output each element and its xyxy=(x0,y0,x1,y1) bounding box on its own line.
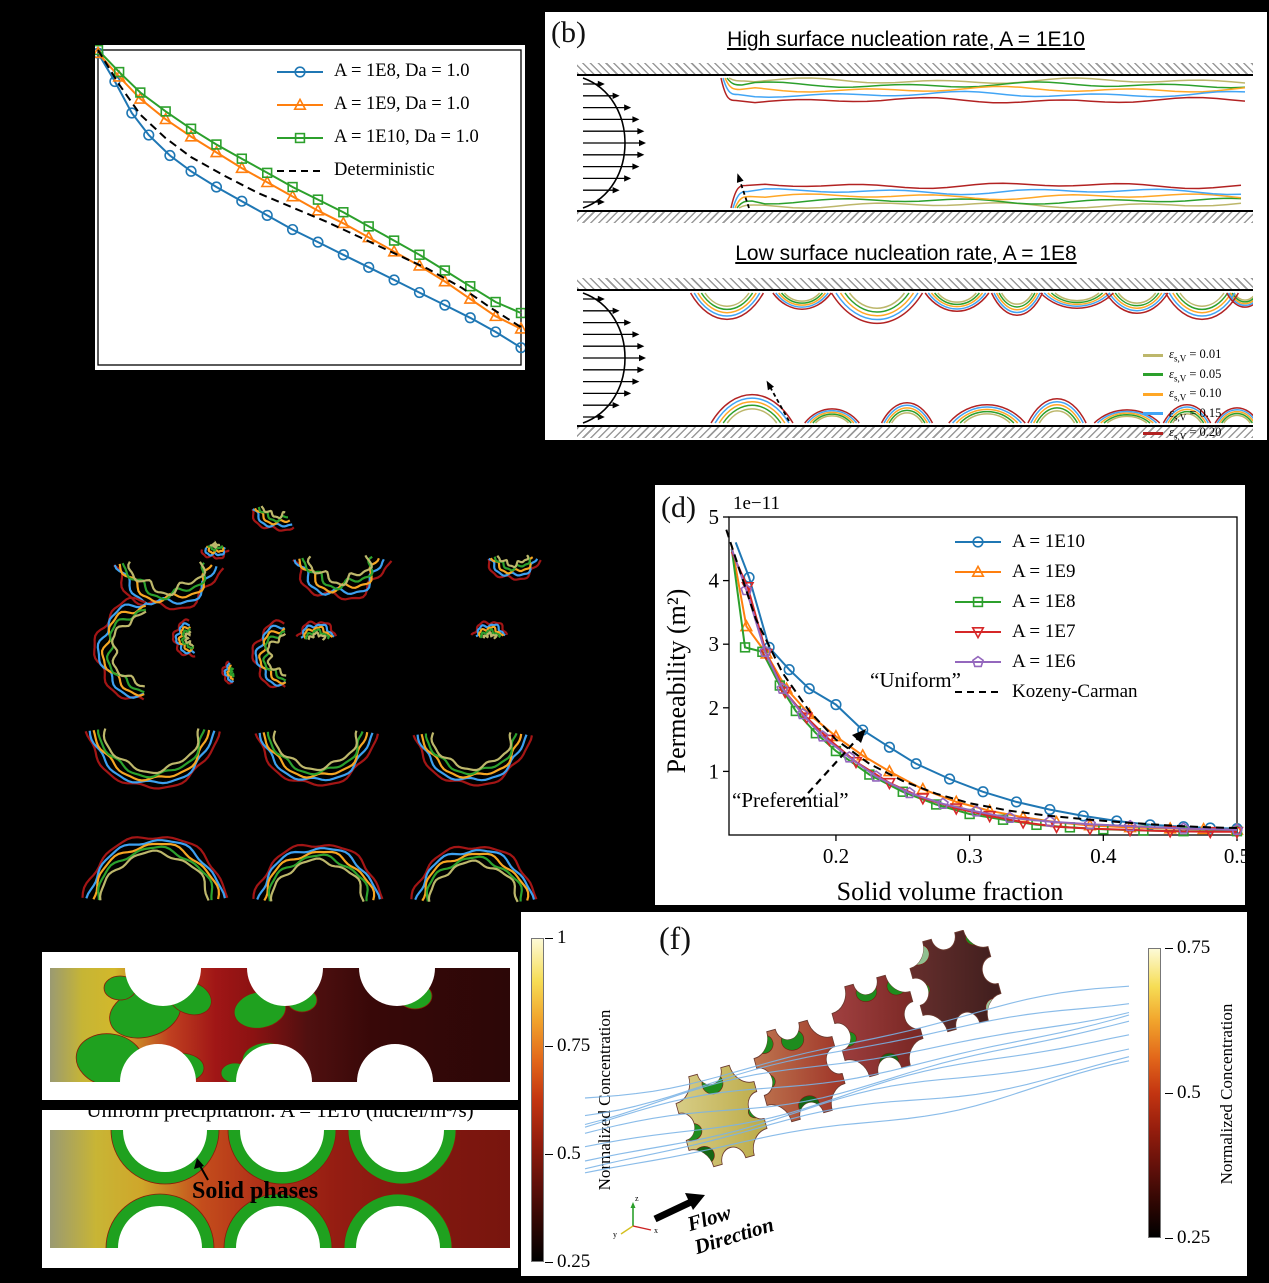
svg-text:0.4: 0.4 xyxy=(1090,844,1117,868)
colorbar-f-tick: 0.75 xyxy=(1165,937,1210,959)
colorbar-e-tick: 0.25 xyxy=(545,1251,590,1273)
svg-text:x: x xyxy=(654,1226,658,1235)
uniform-caption: Uniform precipitation: A = 1E10 (nuclei/… xyxy=(86,1110,474,1122)
heatmap-uniform xyxy=(50,1130,510,1248)
panel-d-label: (d) xyxy=(661,491,696,524)
contour-color-swatch xyxy=(1143,373,1163,377)
contour-color-swatch xyxy=(1143,412,1163,416)
colorbar-f-tick: 0.25 xyxy=(1165,1227,1210,1249)
panel-e-uniform-box: Uniform precipitation: A = 1E10 (nuclei/… xyxy=(42,1110,518,1268)
contour-legend-item: εs,V = 0.01 xyxy=(1143,347,1221,364)
streamline xyxy=(584,1048,1130,1162)
contour-legend-item: εs,V = 0.05 xyxy=(1143,367,1221,383)
uniform-arrow xyxy=(799,736,860,803)
colorbar-e-gradient xyxy=(531,938,544,1262)
svg-text:0.3: 0.3 xyxy=(957,844,983,868)
contour-legend-item: εs,V = 0.15 xyxy=(1143,406,1221,422)
contour-color-swatch xyxy=(1143,392,1163,396)
wall-hatching-top xyxy=(577,63,1253,74)
panel-e-preferential-box xyxy=(42,952,518,1100)
panel-a-chart xyxy=(91,44,528,366)
panel-b-title-high: High surface nucleation rate, A = 1E10 xyxy=(727,28,1085,51)
channel-interior xyxy=(577,74,1253,212)
streamline xyxy=(584,1020,1130,1134)
streamline xyxy=(584,1014,1130,1128)
panel-f-3d-view: z x y xyxy=(584,930,1130,1239)
panel-a: A = 1E8, Da = 1.0 A = 1E9, Da = 1.0 A = 1E… xyxy=(91,44,528,370)
colorbar-e-tick: 0.5 xyxy=(545,1143,581,1165)
streamline xyxy=(584,1011,1130,1126)
colorbar-f-title: Normalized Concentration xyxy=(1217,1003,1236,1185)
x-axis xyxy=(632,1225,652,1231)
heatmap-preferential-overlay xyxy=(75,968,435,1082)
svg-text:y: y xyxy=(613,1230,617,1239)
streamline xyxy=(584,985,1130,1099)
x-axis-label: Solid volume fraction xyxy=(836,877,1064,906)
svg-text:5: 5 xyxy=(709,509,720,529)
contour-level-legend: εs,V = 0.01 εs,V = 0.05 εs,V = 0.10 εs,V… xyxy=(1143,347,1221,445)
panel-f-label: (f) xyxy=(659,920,691,956)
panel-b-label: (b) xyxy=(551,16,586,49)
channel-high-nucleation xyxy=(577,63,1253,223)
contour-color-swatch xyxy=(1143,353,1163,357)
panel-b-title-low: Low surface nucleation rate, A = 1E8 xyxy=(735,242,1077,265)
panel-d: (d) 1e−11 Permeability (m²) 0.2 0.3 0.4 0.5… xyxy=(655,485,1246,906)
colorbar-e-tick: 1 xyxy=(545,927,567,949)
porous-slice xyxy=(903,930,1008,1038)
wall-hatching-bottom xyxy=(577,212,1253,223)
svg-text:z: z xyxy=(635,1194,639,1203)
annotation-uniform: “Uniform” xyxy=(870,668,961,692)
colorbar-f-gradient xyxy=(1148,948,1161,1238)
svg-text:1: 1 xyxy=(709,759,720,783)
colorbar-e-tick: 0.75 xyxy=(545,1035,590,1057)
svg-text:4: 4 xyxy=(709,569,720,593)
wall-hatching-bottom xyxy=(577,427,1253,438)
contour-color-swatch xyxy=(1143,431,1163,435)
streamline xyxy=(584,1056,1130,1170)
y-axis xyxy=(620,1225,634,1235)
panel-f: 1 0.75 0.5 0.25 Normalized Concentration… xyxy=(521,912,1247,1276)
flow-arrow xyxy=(653,1198,693,1223)
channel-low-nucleation: εs,V = 0.01 εs,V = 0.05 εs,V = 0.10 εs,V… xyxy=(577,278,1253,442)
channel-low-svg xyxy=(582,292,1253,424)
channel-high-svg xyxy=(582,77,1246,209)
heatmap-uniform-overlay xyxy=(105,1130,457,1248)
panel-b: (b) High surface nucleation rate, A = 1E… xyxy=(545,12,1267,442)
axis-offset-label: 1e−11 xyxy=(733,493,780,514)
streamline xyxy=(584,1034,1130,1148)
svg-text:0.2: 0.2 xyxy=(823,844,849,868)
heatmap-preferential xyxy=(50,968,510,1082)
contour-legend-item: εs,V = 0.10 xyxy=(1143,386,1221,403)
solid-phases-annotation: Solid phases xyxy=(192,1178,319,1204)
porous-slice xyxy=(669,1059,774,1173)
contour-legend-item: εs,V = 0.20 xyxy=(1143,425,1221,442)
annotation-preferential: “Preferential” xyxy=(732,788,849,812)
channel-interior: εs,V = 0.01 εs,V = 0.05 εs,V = 0.10 εs,V… xyxy=(577,289,1253,442)
streamline xyxy=(584,1060,1130,1174)
panel-d-chart: 0.2 0.3 0.4 0.5 1 2 3 4 5 xyxy=(709,509,1246,868)
svg-text:2: 2 xyxy=(709,696,720,720)
wall-hatching-top xyxy=(577,278,1253,289)
streamline xyxy=(584,1003,1130,1117)
colorbar-f-tick: 0.5 xyxy=(1165,1082,1201,1104)
svg-text:3: 3 xyxy=(709,632,720,656)
svg-text:0.5: 0.5 xyxy=(1224,844,1245,868)
panel-c-contour-map xyxy=(81,505,542,903)
